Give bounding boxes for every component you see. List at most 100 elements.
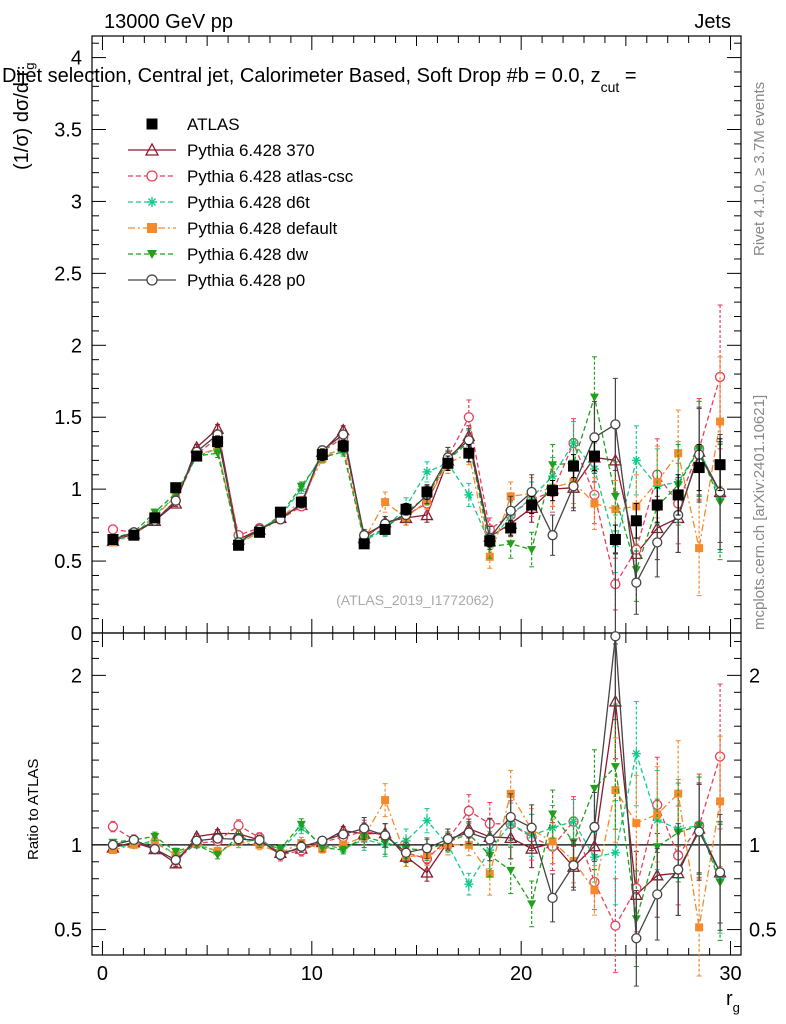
p0-marker <box>526 486 537 498</box>
dw-marker <box>652 843 662 852</box>
x-tick-label: 0 <box>97 963 108 985</box>
atlas-marker <box>107 533 119 545</box>
p0-marker <box>254 834 265 846</box>
d6t-marker-stroke <box>632 749 640 758</box>
d6t-marker <box>464 490 474 500</box>
default-marker <box>716 797 725 806</box>
atlas-marker <box>526 499 538 511</box>
mcplots-label: mcplots.cern.ch [arXiv:2401.10621] <box>751 395 768 630</box>
d6t-marker-stroke <box>423 816 431 825</box>
atlas-marker <box>146 118 158 130</box>
ratio-plot-frame <box>91 632 742 956</box>
dw-marker <box>506 540 516 549</box>
d6t-marker-stroke <box>611 849 620 857</box>
selection-sub: cut <box>601 79 620 95</box>
dw-marker <box>317 844 327 853</box>
atlas-marker <box>463 447 475 459</box>
p0-marker <box>631 577 642 588</box>
atlas-marker <box>421 486 433 498</box>
p0-marker <box>652 889 663 900</box>
p0-marker <box>463 827 474 838</box>
ratio-y-axis-label: Ratio to ATLAS <box>25 759 42 860</box>
legend-label-dw: Pythia 6.428 dw <box>187 245 309 264</box>
d6t-marker-stroke <box>569 817 578 826</box>
atlas-marker <box>484 535 496 547</box>
p0-marker <box>589 821 600 833</box>
atlas-marker <box>672 489 684 501</box>
dw-marker <box>296 482 306 491</box>
ratio-y-tick-label-right: 2 <box>749 665 760 687</box>
p0-marker <box>568 860 579 871</box>
atlas-marker <box>170 482 182 494</box>
default-marker <box>150 838 159 847</box>
legend-item-atlascsc: Pythia 6.428 atlas-csc <box>128 167 354 186</box>
p0-marker <box>146 274 158 286</box>
dw-marker <box>338 846 348 855</box>
legend-item-dw: Pythia 6.428 dw <box>128 245 309 264</box>
rivet-label: Rivet 4.1.0, ≥ 3.7M events <box>751 82 768 256</box>
p0-marker <box>359 823 370 834</box>
dw-marker <box>548 461 558 470</box>
p0-marker <box>693 826 705 837</box>
default-marker <box>485 869 494 878</box>
p0-marker <box>610 631 621 642</box>
d6t-marker <box>610 848 620 858</box>
atlas-marker <box>379 523 391 535</box>
legend-label-p0: Pythia 6.428 p0 <box>187 271 305 290</box>
p0-marker <box>170 854 181 866</box>
atlascsc-marker <box>107 524 119 535</box>
main-y-tick-label: 2 <box>71 335 82 357</box>
ratio-series-d6t <box>108 700 725 934</box>
ratio-series-atlascsc <box>107 683 726 974</box>
atlas-marker <box>547 485 559 497</box>
atlas-marker <box>651 499 663 511</box>
legend-item-p370: Pythia 6.428 370 <box>128 141 315 160</box>
legend-item-p0: Pythia 6.428 p0 <box>128 271 305 290</box>
d6t-marker-stroke <box>423 468 431 476</box>
atlas-marker <box>505 522 517 534</box>
main-y-tick-label: 3 <box>71 191 82 213</box>
d6t-marker-stroke <box>465 491 473 499</box>
atlascsc-marker <box>610 920 621 931</box>
p0-marker <box>191 835 202 846</box>
dw-marker <box>527 900 537 909</box>
d6t-line <box>112 751 721 886</box>
atlas-marker <box>295 496 307 508</box>
main-y-tick-label: 1.5 <box>54 407 82 429</box>
atlascsc-marker <box>463 412 474 423</box>
p0-marker <box>568 481 579 492</box>
main-y-tick-label: 4 <box>71 48 82 70</box>
main-series-layer <box>106 304 727 615</box>
atlas-marker <box>233 539 245 551</box>
dw-line <box>112 394 721 572</box>
main-y-tick-label: 1 <box>71 479 82 501</box>
atlas-marker <box>191 450 203 462</box>
p0-marker <box>317 835 328 846</box>
atlas-marker <box>128 529 140 541</box>
dw-marker <box>147 250 157 259</box>
legend: ATLAS Pythia 6.428 370 Pythia 6.428 atlas-… <box>128 115 354 290</box>
p0-marker <box>547 530 558 541</box>
default-line <box>112 421 721 560</box>
atlascsc-marker <box>233 820 244 831</box>
p0-marker <box>673 864 684 875</box>
default-marker <box>695 544 704 553</box>
default-marker <box>548 837 557 846</box>
p370-line <box>112 701 721 897</box>
p0-marker <box>275 849 286 861</box>
default-marker <box>695 923 704 932</box>
p0-marker <box>128 834 140 846</box>
default-marker <box>339 840 348 849</box>
dw-marker <box>610 492 620 501</box>
p0-marker <box>338 829 349 840</box>
legend-item-default: Pythia 6.428 default <box>128 219 338 238</box>
atlas-marker <box>358 538 370 550</box>
dw-marker <box>527 546 537 555</box>
legend-label-default: Pythia 6.428 default <box>187 219 338 238</box>
legend-label-d6t: Pythia 6.428 d6t <box>187 193 310 212</box>
default-marker <box>590 499 599 508</box>
default-marker <box>381 498 390 507</box>
atlas-marker <box>337 440 349 452</box>
d6t-marker-stroke <box>632 456 640 465</box>
d6t-marker <box>422 816 432 826</box>
